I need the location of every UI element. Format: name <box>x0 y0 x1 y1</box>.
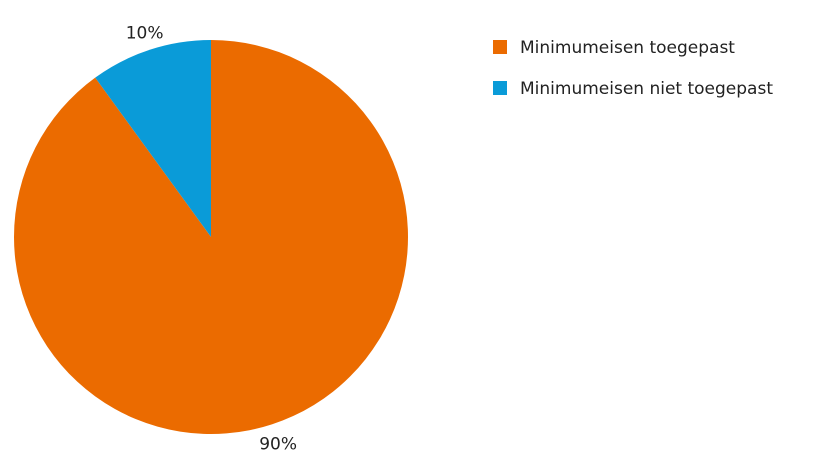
legend-label-2: Minimumeisen niet toegepast <box>520 79 773 99</box>
slice-label-2: 10% <box>126 24 164 44</box>
legend-label-1: Minimumeisen toegepast <box>520 38 735 58</box>
legend-entry-2: Minimumeisen niet toegepast <box>493 79 773 99</box>
legend: Minimumeisen toegepast Minimumeisen niet … <box>493 38 773 99</box>
legend-entry-1: Minimumeisen toegepast <box>493 38 735 58</box>
pie-slices <box>13 40 408 434</box>
pie-slice-1 <box>13 40 408 434</box>
legend-swatch-1 <box>493 40 507 54</box>
pie-slice-2 <box>95 40 211 237</box>
legend-swatch-2 <box>493 81 507 95</box>
slice-label-1: 90% <box>259 434 297 454</box>
slice-labels: 90% 10% <box>126 24 297 455</box>
